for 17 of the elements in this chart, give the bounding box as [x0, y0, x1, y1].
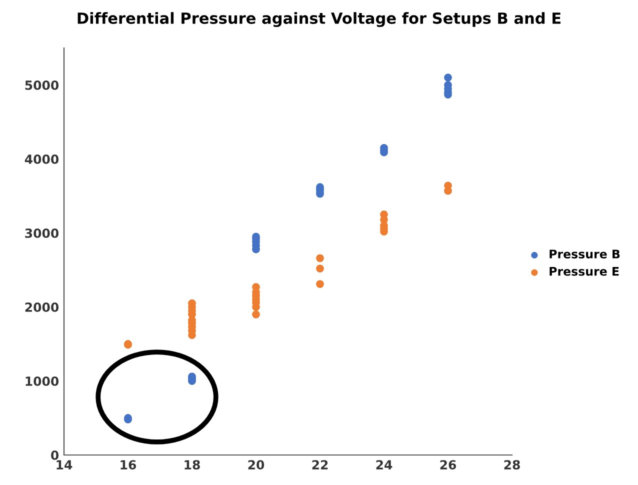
chart-title: Differential Pressure against Voltage for Setups B and E — [78, 12, 560, 28]
y-tick-label: 1000 — [26, 376, 59, 386]
x-tick-label: 24 — [376, 460, 392, 470]
y-tick-label: 2000 — [25, 302, 59, 312]
y-tick-label: 0 — [51, 450, 59, 460]
y-tick-label: 4000 — [24, 154, 59, 164]
legend-label: Pressure B — [550, 250, 620, 258]
x-tick-label: 16 — [120, 460, 136, 470]
x-tick-label: 26 — [440, 460, 456, 470]
x-tick-label: 14 — [56, 460, 72, 470]
legend-label: Pressure E — [550, 267, 619, 276]
x-tick-label: 28 — [504, 460, 520, 470]
x-tick-label: 22 — [312, 460, 328, 470]
y-tick-label: 5000 — [25, 80, 59, 90]
x-tick-label: 18 — [184, 460, 200, 470]
x-tick-label: 20 — [248, 460, 264, 470]
y-tick-label: 3000 — [25, 228, 59, 238]
